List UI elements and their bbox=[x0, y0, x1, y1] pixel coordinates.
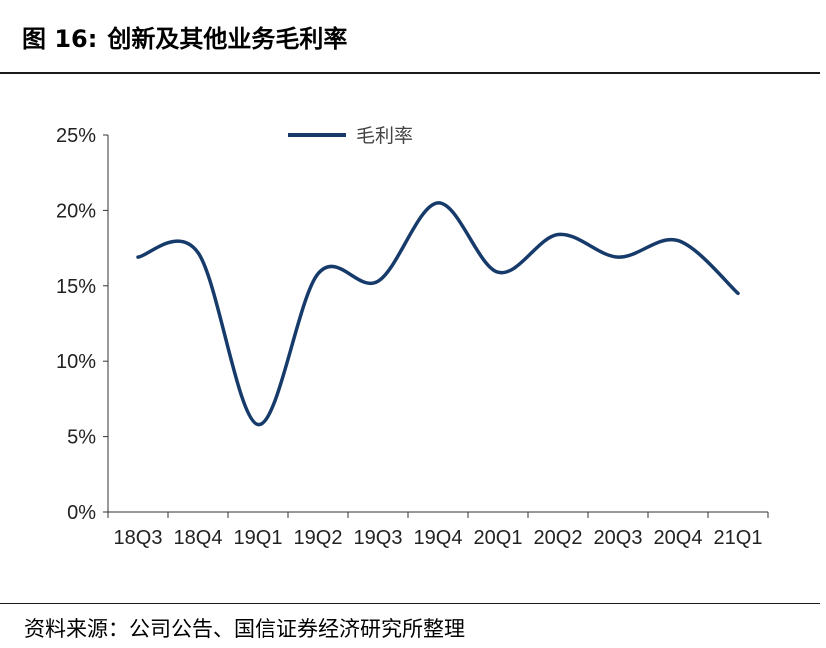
y-tick-label: 15% bbox=[56, 276, 96, 298]
x-tick-label: 20Q1 bbox=[474, 527, 523, 549]
y-tick-label: 20% bbox=[56, 200, 96, 222]
series-layer bbox=[136, 201, 740, 427]
y-tick-label: 25% bbox=[56, 125, 96, 147]
x-axis: 18Q3 18Q4 19Q1 19Q2 19Q3 19Q4 20Q1 20Q2 20Q3 20Q4… bbox=[107, 511, 769, 549]
x-tick-label: 20Q2 bbox=[534, 527, 583, 549]
source-note: 资料来源：公司公告、国信证券经济研究所整理 bbox=[24, 617, 465, 641]
legend-label: 毛利率 bbox=[356, 125, 413, 147]
y-axis: 0% 5% 10% 15% 20% 25% bbox=[56, 125, 109, 524]
x-tick-label: 19Q2 bbox=[294, 527, 343, 549]
x-tick-label: 20Q3 bbox=[594, 527, 643, 549]
series-line bbox=[136, 201, 740, 427]
line-chart: 0% 5% 10% 15% 20% 25% 18Q3 18Q4 19Q1 19Q2 19Q3 19Q… bbox=[56, 125, 769, 549]
y-tick-label: 5% bbox=[67, 427, 96, 449]
figure-label: 图 16: bbox=[22, 25, 98, 53]
x-tick-label: 18Q4 bbox=[174, 527, 223, 549]
y-tick-label: 10% bbox=[56, 351, 96, 373]
x-tick-label: 18Q3 bbox=[114, 527, 163, 549]
x-tick-label: 21Q1 bbox=[714, 527, 763, 549]
x-tick-label: 19Q1 bbox=[234, 527, 283, 549]
y-tick-label: 0% bbox=[67, 502, 96, 524]
x-tick-label: 19Q3 bbox=[354, 527, 403, 549]
legend: 毛利率 bbox=[288, 125, 413, 147]
chart-title: 创新及其他业务毛利率 bbox=[107, 25, 348, 53]
x-tick-label: 19Q4 bbox=[414, 527, 463, 549]
bottom-divider bbox=[0, 603, 820, 604]
x-tick-label: 20Q4 bbox=[654, 527, 703, 549]
top-divider bbox=[0, 72, 820, 74]
figure-title: 图 16: 创新及其他业务毛利率 bbox=[22, 22, 347, 56]
